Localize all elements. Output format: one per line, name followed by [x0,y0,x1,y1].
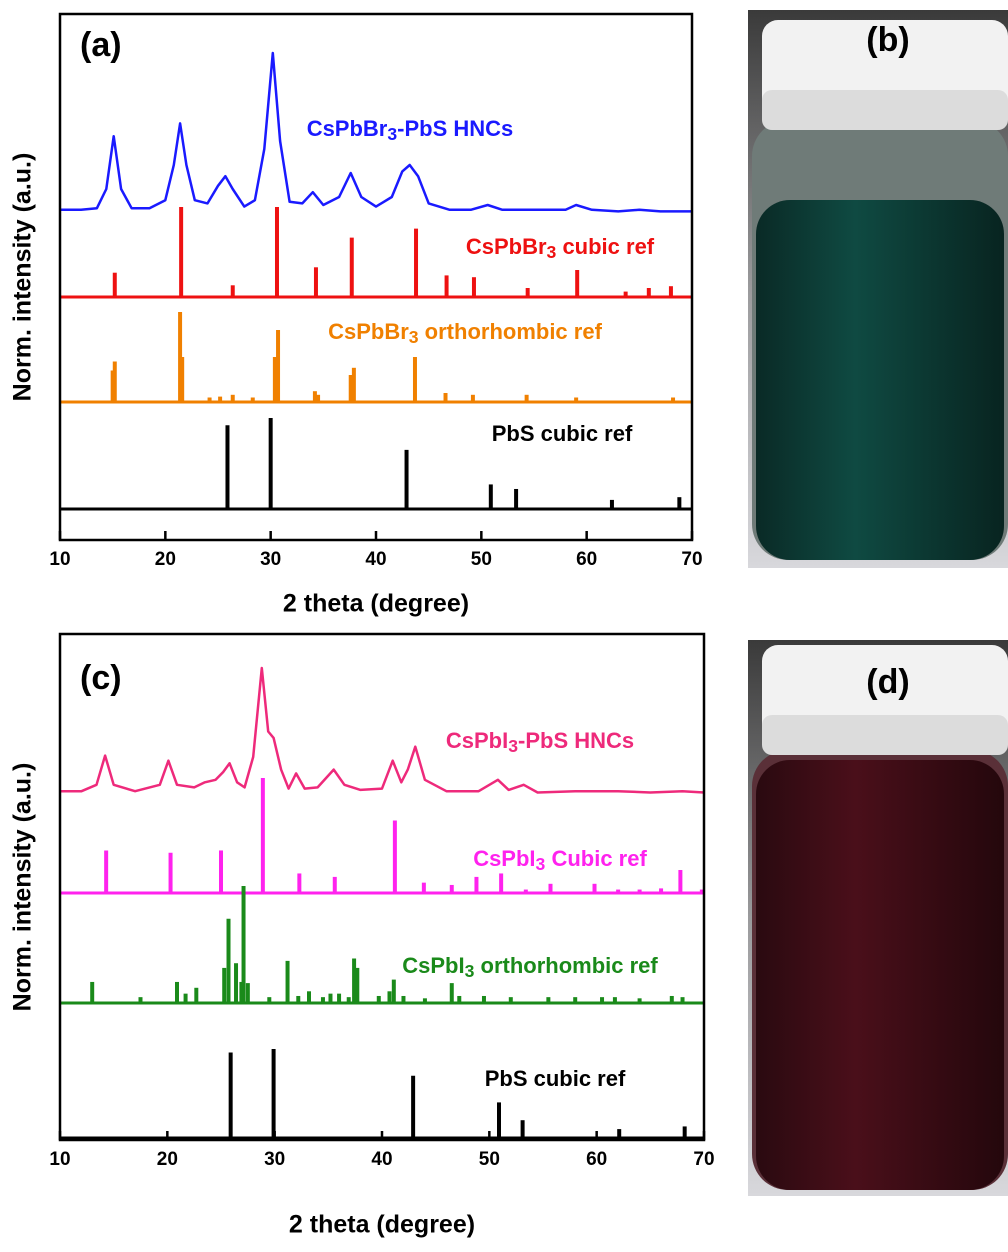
series-label: CsPbBr3 orthorhombic ref [328,319,602,347]
photo-b [748,10,1008,568]
y-axis-label: Norm. intensity (a.u.) [9,763,37,1012]
plot-frame [60,634,704,1140]
series-label: CsPbI3-PbS HNCs [446,728,634,756]
x-tick-label: 70 [681,549,702,570]
x-axis-label: 2 theta (degree) [283,590,469,618]
x-tick-label: 20 [155,549,176,570]
x-tick-label: 40 [371,1149,392,1170]
figure: (b) (d) CsPbBr3-PbS HNCs CsPbBr3 cubic re… [0,0,1008,1252]
x-tick-label: 70 [693,1149,714,1170]
photo-label: (b) [866,21,909,59]
chart: CsPbI3-PbS HNCs CsPbI3 Cubic ref CsPbI3 or… [9,634,715,1239]
series-label: PbS cubic ref [485,1066,626,1091]
x-tick-label: 50 [471,549,492,570]
x-tick-label: 60 [576,549,597,570]
x-tick-label: 40 [365,549,386,570]
panel-label: (a) [80,26,122,64]
photo-d [748,640,1008,1196]
panel-label: (c) [80,659,122,697]
series-label: CsPbI3 orthorhombic ref [402,953,658,981]
series-label: CsPbBr3-PbS HNCs [307,116,514,144]
x-tick-label: 10 [49,1149,70,1170]
x-tick-label: 30 [260,549,281,570]
x-tick-label: 10 [49,549,70,570]
y-axis-label: Norm. intensity (a.u.) [9,153,37,402]
x-tick-label: 30 [264,1149,285,1170]
series-label: PbS cubic ref [492,421,633,446]
x-axis-label: 2 theta (degree) [289,1211,475,1239]
x-tick-label: 60 [586,1149,607,1170]
x-tick-label: 50 [479,1149,500,1170]
chart: CsPbBr3-PbS HNCs CsPbBr3 cubic ref CsPbBr3… [9,14,703,618]
series-label: CsPbI3 Cubic ref [473,846,647,874]
photo-label: (d) [866,663,909,701]
plot-frame [60,14,692,540]
x-tick-label: 20 [157,1149,178,1170]
series-label: CsPbBr3 cubic ref [466,234,655,262]
